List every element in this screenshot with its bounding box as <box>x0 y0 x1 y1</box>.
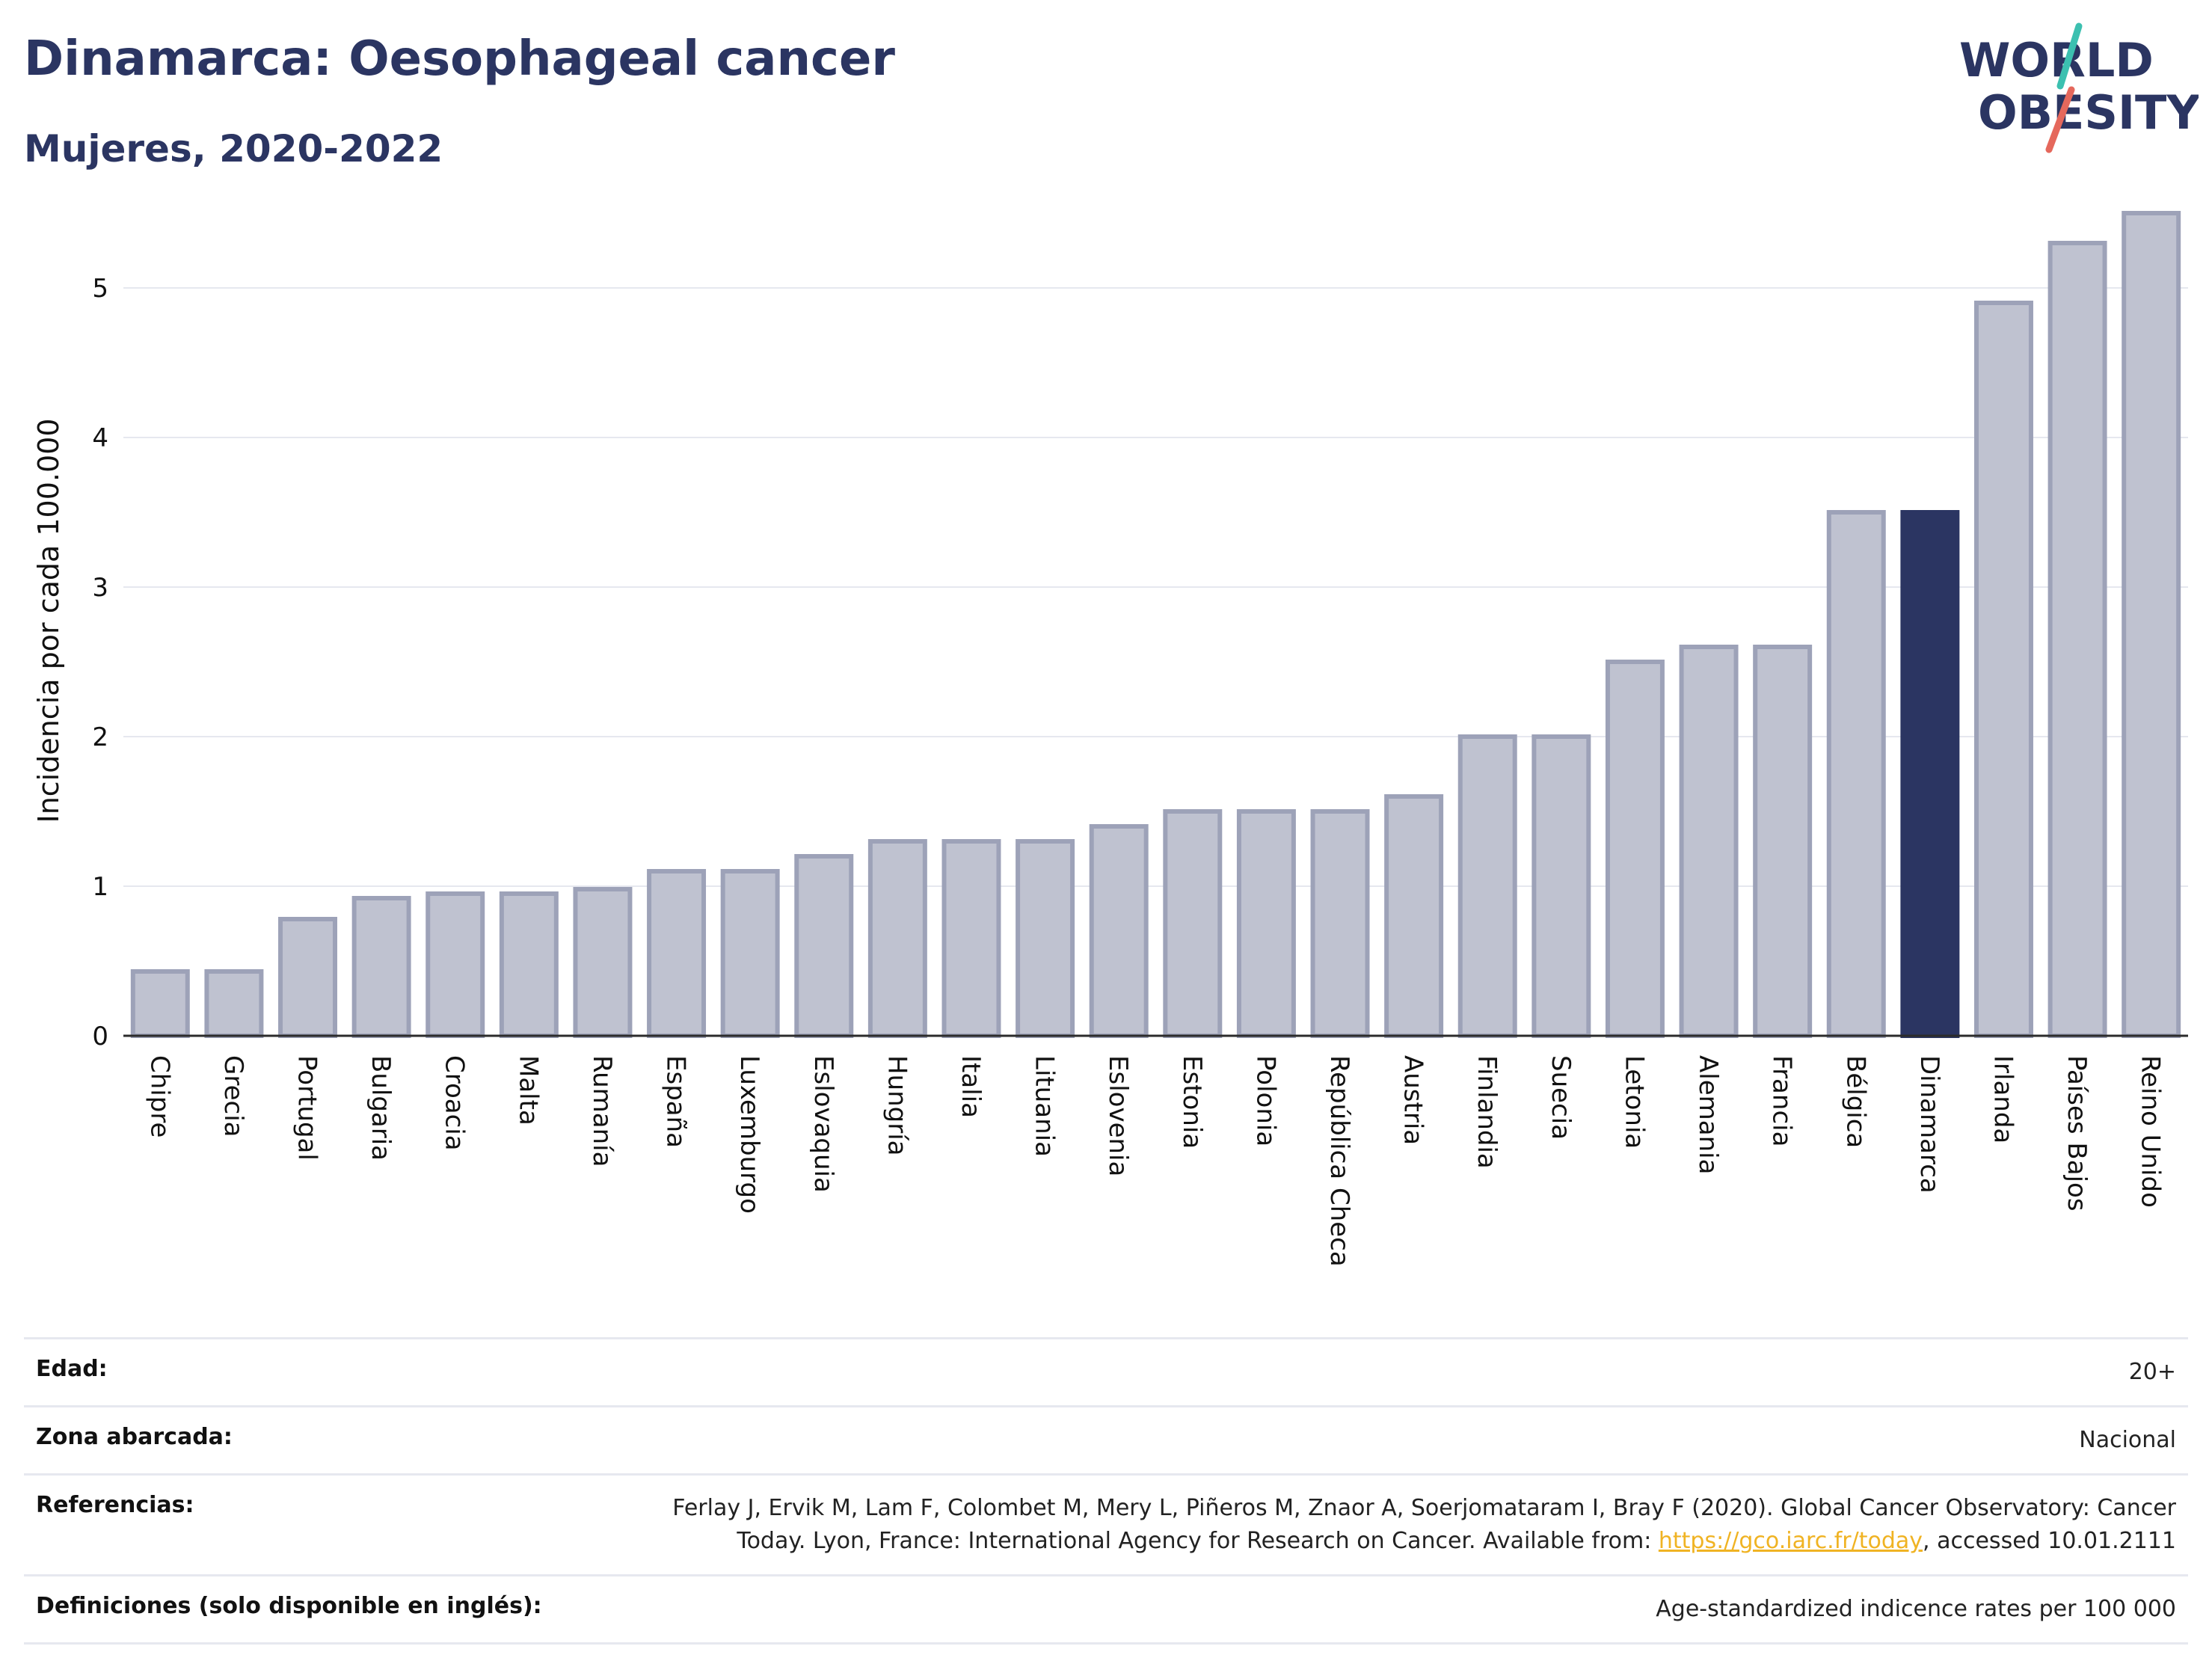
x-tick-label: Suecia <box>1546 1055 1576 1140</box>
x-tick-label: Luxemburgo <box>734 1055 764 1214</box>
x-tick-label: Dinamarca <box>1914 1055 1944 1194</box>
bar <box>1163 809 1223 1038</box>
bar-chart: 0 1 2 3 4 5 Chipre Grecia Portugal Bulgaria Croac… <box>32 211 2188 1267</box>
reference-line2-pre: Today. Lyon, France: International Agenc… <box>737 1528 1659 1554</box>
logo-slash-teal <box>2056 22 2083 90</box>
chart-title: Dinamarca: Oesophageal cancer <box>24 31 895 87</box>
bar <box>1826 510 1886 1038</box>
y-tick-label: 5 <box>92 274 108 304</box>
y-tick-label: 0 <box>92 1022 108 1051</box>
x-tick-label: Francia <box>1767 1055 1797 1146</box>
x-tick-label: Reino Unido <box>2136 1055 2166 1208</box>
x-tick-label: Estonia <box>1177 1055 1207 1149</box>
x-tick-label: Chipre <box>144 1055 174 1137</box>
bar <box>867 839 927 1038</box>
info-row-area: Zona abarcada: Nacional <box>24 1405 2188 1473</box>
bar <box>647 869 707 1038</box>
x-tick-label: Bulgaria <box>366 1055 396 1161</box>
bar <box>1679 645 1739 1038</box>
x-tick-label: Lituania <box>1030 1055 1060 1157</box>
info-row-definitions: Definiciones (solo disponible en inglés)… <box>24 1574 2188 1645</box>
info-row-references: Referencias: Ferlay J, Ervik M, Lam F, C… <box>24 1473 2188 1574</box>
x-tick-label: Hungría <box>882 1055 912 1156</box>
bar <box>351 896 411 1038</box>
info-row-age: Edad: 20+ <box>24 1337 2188 1405</box>
x-tick-label: Finlandia <box>1472 1055 1502 1169</box>
bars <box>130 211 2181 1038</box>
bar <box>425 891 485 1038</box>
x-tick-label: Bélgica <box>1840 1055 1870 1148</box>
x-tick-label: Letonia <box>1619 1055 1649 1149</box>
info-value: Age-standardized indicence rates per 100… <box>1656 1596 2176 1622</box>
info-label: Zona abarcada: <box>36 1424 233 1450</box>
y-tick-label: 2 <box>92 722 108 752</box>
info-label: Referencias: <box>36 1492 194 1518</box>
y-tick-label: 1 <box>92 872 108 902</box>
bar-highlight <box>1900 510 1960 1038</box>
bar <box>573 887 633 1038</box>
info-value: 20+ <box>2128 1359 2176 1385</box>
bar <box>1310 809 1370 1038</box>
bar <box>1531 734 1591 1038</box>
bar <box>794 854 854 1038</box>
info-value: Nacional <box>2079 1427 2176 1453</box>
logo-text-line1: WORLD <box>1959 33 2154 87</box>
y-tick-label: 4 <box>92 423 108 453</box>
bar <box>2122 211 2181 1038</box>
bar <box>1457 734 1517 1038</box>
x-tick-label: Alemania <box>1693 1055 1723 1174</box>
bar <box>2047 241 2107 1038</box>
info-label: Definiciones (solo disponible en inglés)… <box>36 1593 542 1619</box>
x-tick-label: Polonia <box>1250 1055 1280 1146</box>
x-axis-ticks: Chipre Grecia Portugal Bulgaria Croacia Malta… <box>144 1055 2165 1267</box>
world-obesity-logo: WORLD OBESITY <box>1959 22 2199 153</box>
x-tick-label: Croacia <box>440 1055 470 1151</box>
x-tick-label: Austria <box>1398 1055 1428 1145</box>
bar <box>130 969 190 1038</box>
bar <box>499 891 559 1038</box>
chart-subtitle: Mujeres, 2020-2022 <box>24 127 443 171</box>
logo-slash-coral <box>2045 86 2075 153</box>
bar <box>1973 301 2033 1038</box>
info-label: Edad: <box>36 1356 108 1382</box>
bar <box>941 839 1001 1038</box>
info-table: Edad: 20+ Zona abarcada: Nacional Refere… <box>24 1337 2188 1645</box>
bar <box>1236 809 1296 1038</box>
y-axis-ticks: 0 1 2 3 4 5 <box>92 274 108 1051</box>
logo-text-line2: OBESITY <box>1978 85 2199 140</box>
x-tick-label: Italia <box>956 1055 986 1118</box>
reference-link[interactable]: https://gco.iarc.fr/today <box>1658 1528 1923 1554</box>
bar <box>204 969 264 1038</box>
x-tick-label: Eslovenia <box>1103 1055 1133 1176</box>
info-value-references: Ferlay J, Ervik M, Lam F, Colombet M, Me… <box>672 1492 2176 1558</box>
bar <box>1016 839 1075 1038</box>
x-tick-label: Irlanda <box>1988 1055 2018 1143</box>
bar <box>1605 660 1665 1038</box>
x-tick-label: Grecia <box>218 1055 248 1137</box>
x-tick-label: Portugal <box>292 1055 322 1161</box>
bar <box>1384 794 1444 1038</box>
y-axis-label: Incidencia por cada 100.000 <box>32 418 65 823</box>
x-tick-label: Países Bajos <box>2062 1055 2092 1212</box>
bar <box>278 917 338 1038</box>
x-tick-label: Eslovaquia <box>808 1055 838 1193</box>
reference-line1: Ferlay J, Ervik M, Lam F, Colombet M, Me… <box>672 1495 2176 1521</box>
bar <box>720 869 780 1038</box>
y-tick-label: 3 <box>92 573 108 603</box>
reference-line2-post: , accessed 10.01.2111 <box>1923 1528 2176 1554</box>
bar <box>1089 824 1149 1038</box>
bar <box>1753 645 1813 1038</box>
x-tick-label: España <box>661 1055 691 1148</box>
x-tick-label: Malta <box>513 1055 543 1126</box>
x-tick-label: República Checa <box>1324 1055 1354 1267</box>
x-tick-label: Rumanía <box>587 1055 617 1167</box>
